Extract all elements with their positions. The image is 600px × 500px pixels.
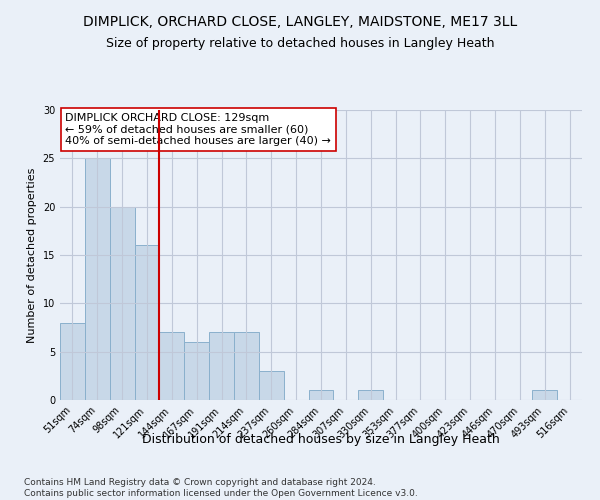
- Text: Contains HM Land Registry data © Crown copyright and database right 2024.
Contai: Contains HM Land Registry data © Crown c…: [24, 478, 418, 498]
- Bar: [308, 390, 334, 400]
- Bar: [60, 322, 85, 400]
- Bar: [259, 371, 284, 400]
- Bar: [110, 206, 134, 400]
- Y-axis label: Number of detached properties: Number of detached properties: [27, 168, 37, 342]
- Text: Size of property relative to detached houses in Langley Heath: Size of property relative to detached ho…: [106, 38, 494, 51]
- Bar: [184, 342, 209, 400]
- Bar: [209, 332, 234, 400]
- Text: DIMPLICK ORCHARD CLOSE: 129sqm
← 59% of detached houses are smaller (60)
40% of : DIMPLICK ORCHARD CLOSE: 129sqm ← 59% of …: [65, 113, 331, 146]
- Bar: [532, 390, 557, 400]
- Text: DIMPLICK, ORCHARD CLOSE, LANGLEY, MAIDSTONE, ME17 3LL: DIMPLICK, ORCHARD CLOSE, LANGLEY, MAIDST…: [83, 15, 517, 29]
- Bar: [134, 246, 160, 400]
- Bar: [358, 390, 383, 400]
- Text: Distribution of detached houses by size in Langley Heath: Distribution of detached houses by size …: [142, 432, 500, 446]
- Bar: [234, 332, 259, 400]
- Bar: [85, 158, 110, 400]
- Bar: [160, 332, 184, 400]
